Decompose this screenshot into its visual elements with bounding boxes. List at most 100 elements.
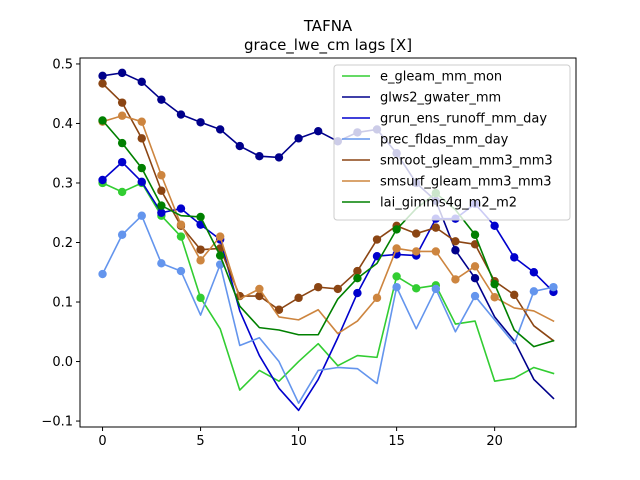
plot-area — [98, 68, 558, 412]
data-point-smroot_gleam_mm3_mm3 — [451, 237, 460, 246]
data-point-prec_fldas_mm_day — [137, 211, 146, 220]
data-point-smsurf_gleam_mm3_mm3 — [196, 256, 205, 265]
data-point-prec_fldas_mm_day — [392, 282, 401, 292]
x-tick-label: 0 — [98, 434, 106, 449]
data-point-glws2_gwater_mm — [294, 134, 303, 143]
data-point-smsurf_gleam_mm3_mm3 — [451, 275, 460, 284]
data-point-smsurf_gleam_mm3_mm3 — [157, 171, 166, 180]
data-point-grun_ens_runoff_mm_day — [529, 268, 539, 277]
data-point-smroot_gleam_mm3_mm3 — [412, 229, 421, 238]
data-point-smroot_gleam_mm3_mm3 — [314, 282, 323, 292]
chart-title: TAFNA — [303, 17, 353, 35]
legend-label: grun_ens_runoff_mm_day — [380, 112, 547, 127]
data-point-glws2_gwater_mm — [196, 118, 205, 127]
data-point-glws2_gwater_mm — [215, 125, 225, 134]
data-point-smroot_gleam_mm3_mm3 — [255, 291, 264, 301]
x-tick-label: 5 — [196, 434, 204, 449]
data-point-lai_gimms4g_m2_m2 — [215, 251, 225, 260]
data-point-smsurf_gleam_mm3_mm3 — [372, 293, 382, 303]
data-point-grun_ens_runoff_mm_day — [490, 221, 499, 231]
data-point-smsurf_gleam_mm3_mm3 — [176, 220, 186, 229]
data-point-lai_gimms4g_m2_m2 — [98, 116, 107, 125]
data-point-smroot_gleam_mm3_mm3 — [157, 186, 166, 195]
data-point-lai_gimms4g_m2_m2 — [353, 274, 362, 283]
data-point-glws2_gwater_mm — [255, 152, 264, 161]
data-point-glws2_gwater_mm — [274, 153, 284, 162]
data-point-prec_fldas_mm_day — [431, 284, 441, 294]
data-point-e_gleam_mm_mon — [196, 293, 205, 303]
data-point-smroot_gleam_mm3_mm3 — [274, 305, 284, 314]
data-point-grun_ens_runoff_mm_day — [157, 208, 166, 217]
data-point-grun_ens_runoff_mm_day — [176, 204, 186, 213]
data-point-lai_gimms4g_m2_m2 — [117, 138, 127, 148]
y-tick-label: 0.2 — [52, 236, 73, 251]
legend-label: lai_gimms4g_m2_m2 — [380, 196, 517, 211]
legend-label: smroot_gleam_mm3_mm3 — [380, 154, 553, 169]
data-point-glws2_gwater_mm — [235, 141, 244, 151]
data-point-smroot_gleam_mm3_mm3 — [333, 284, 342, 294]
y-tick-label: 0.3 — [52, 176, 73, 191]
legend: e_gleam_mm_mon glws2_gwater_mm grun_ens_ru… — [333, 64, 571, 221]
legend-label: e_gleam_mm_mon — [380, 70, 502, 85]
data-point-glws2_gwater_mm — [451, 246, 460, 255]
data-point-grun_ens_runoff_mm_day — [98, 175, 107, 185]
y-tick-label: 0.0 — [52, 355, 73, 370]
legend-label: glws2_gwater_mm — [380, 91, 501, 106]
data-point-lai_gimms4g_m2_m2 — [196, 212, 205, 222]
chart-subtitle: grace_lwe_cm lags [X] — [244, 36, 412, 55]
data-point-glws2_gwater_mm — [157, 95, 166, 104]
data-point-smroot_gleam_mm3_mm3 — [196, 245, 205, 254]
data-point-glws2_gwater_mm — [98, 71, 107, 81]
legend-label: smsurf_gleam_mm3_mm3 — [380, 175, 552, 190]
y-tick-label: 0.5 — [52, 57, 73, 72]
series-line-e_gleam_mm_mon — [101, 181, 555, 391]
data-point-e_gleam_mm_mon — [117, 187, 127, 197]
data-point-prec_fldas_mm_day — [98, 269, 107, 279]
data-point-smsurf_gleam_mm3_mm3 — [412, 247, 421, 256]
data-point-smroot_gleam_mm3_mm3 — [294, 293, 303, 303]
data-point-smroot_gleam_mm3_mm3 — [372, 235, 382, 244]
data-point-e_gleam_mm_mon — [392, 272, 401, 281]
data-point-smroot_gleam_mm3_mm3 — [353, 266, 362, 276]
data-point-grun_ens_runoff_mm_day — [353, 288, 362, 298]
data-point-smroot_gleam_mm3_mm3 — [137, 134, 146, 143]
legend-label: prec_fldas_mm_day — [380, 133, 509, 148]
data-point-lai_gimms4g_m2_m2 — [490, 279, 499, 289]
series-line-smsurf_gleam_mm3_mm3 — [101, 114, 555, 335]
series-line-lai_gimms4g_m2_m2 — [101, 119, 555, 348]
data-point-smsurf_gleam_mm3_mm3 — [470, 262, 480, 271]
data-point-lai_gimms4g_m2_m2 — [137, 163, 146, 173]
x-tick-label: 15 — [388, 434, 405, 449]
data-point-smsurf_gleam_mm3_mm3 — [490, 293, 499, 302]
series-line-smroot_gleam_mm3_mm3 — [101, 82, 555, 342]
data-point-smsurf_gleam_mm3_mm3 — [137, 117, 146, 126]
data-point-prec_fldas_mm_day — [529, 287, 539, 296]
data-point-lai_gimms4g_m2_m2 — [157, 201, 166, 210]
series-group — [98, 68, 558, 412]
data-point-glws2_gwater_mm — [137, 77, 146, 87]
data-point-lai_gimms4g_m2_m2 — [470, 230, 480, 239]
data-point-e_gleam_mm_mon — [412, 284, 421, 293]
data-point-prec_fldas_mm_day — [176, 266, 186, 276]
data-point-glws2_gwater_mm — [470, 274, 480, 283]
data-point-prec_fldas_mm_day — [157, 259, 166, 268]
data-point-prec_fldas_mm_day — [470, 291, 480, 301]
data-point-grun_ens_runoff_mm_day — [137, 177, 146, 186]
data-point-lai_gimms4g_m2_m2 — [392, 225, 401, 234]
data-point-smsurf_gleam_mm3_mm3 — [431, 247, 441, 256]
x-tick-label: 20 — [486, 434, 503, 449]
data-point-e_gleam_mm_mon — [176, 232, 186, 241]
x-tick-label: 10 — [290, 434, 307, 449]
data-point-glws2_gwater_mm — [176, 110, 186, 119]
y-tick-label: −0.1 — [41, 415, 73, 430]
y-tick-label: 0.4 — [52, 117, 73, 132]
legend-box — [333, 64, 571, 221]
data-point-smroot_gleam_mm3_mm3 — [431, 223, 441, 232]
data-point-grun_ens_runoff_mm_day — [510, 253, 519, 262]
data-point-smsurf_gleam_mm3_mm3 — [255, 284, 264, 294]
data-point-smsurf_gleam_mm3_mm3 — [117, 111, 127, 120]
data-point-smsurf_gleam_mm3_mm3 — [392, 244, 401, 253]
data-point-glws2_gwater_mm — [314, 127, 323, 136]
